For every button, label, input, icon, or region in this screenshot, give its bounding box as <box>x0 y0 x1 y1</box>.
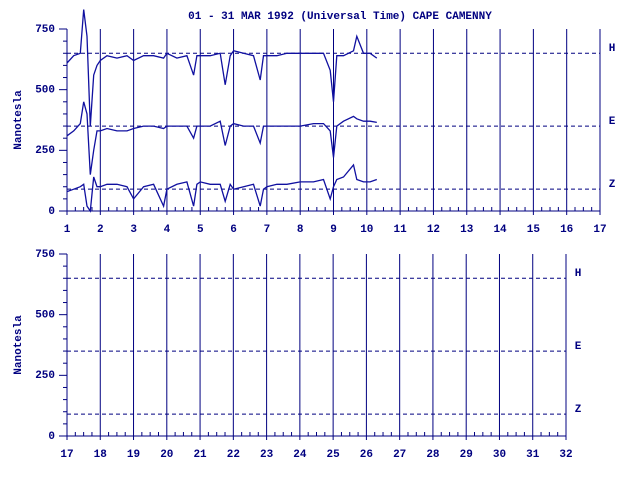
y-tick-label: 500 <box>35 310 55 322</box>
x-tick-label: 32 <box>559 449 572 461</box>
y-tick-label: 750 <box>35 24 55 36</box>
reference-label: E <box>609 116 616 128</box>
reference-label: Z <box>575 404 582 416</box>
x-tick-label: 17 <box>60 449 73 461</box>
chart-title: 01 - 31 MAR 1992 (Universal Time) CAPE C… <box>188 11 492 23</box>
x-tick-label: 14 <box>493 224 507 236</box>
x-tick-label: 31 <box>526 449 540 461</box>
x-tick-label: 9 <box>330 224 337 236</box>
x-tick-label: 2 <box>97 224 104 236</box>
x-tick-label: 25 <box>327 449 341 461</box>
reference-label: H <box>609 43 616 55</box>
y-tick-label: 250 <box>35 370 55 382</box>
reference-label: E <box>575 341 582 353</box>
x-tick-label: 15 <box>527 224 541 236</box>
x-tick-label: 19 <box>127 449 140 461</box>
y-tick-label: 250 <box>35 145 55 157</box>
x-tick-label: 18 <box>94 449 108 461</box>
x-tick-label: 24 <box>293 449 307 461</box>
x-tick-label: 26 <box>360 449 373 461</box>
x-tick-label: 12 <box>427 224 440 236</box>
trace <box>66 9 378 127</box>
reference-label: H <box>575 268 582 280</box>
y-tick-label: 750 <box>35 249 55 261</box>
y-tick-label: 0 <box>48 431 55 443</box>
x-tick-label: 1 <box>64 224 71 236</box>
x-tick-label: 16 <box>560 224 573 236</box>
x-tick-label: 7 <box>264 224 271 236</box>
x-tick-label: 22 <box>227 449 240 461</box>
x-tick-label: 30 <box>493 449 506 461</box>
x-tick-label: 8 <box>297 224 304 236</box>
x-tick-label: 6 <box>230 224 237 236</box>
x-tick-label: 11 <box>394 224 408 236</box>
reference-label: Z <box>609 179 616 191</box>
x-tick-label: 29 <box>460 449 473 461</box>
x-tick-label: 17 <box>593 224 606 236</box>
x-tick-label: 28 <box>426 449 440 461</box>
x-tick-label: 5 <box>197 224 204 236</box>
x-tick-label: 13 <box>460 224 474 236</box>
x-tick-label: 23 <box>260 449 274 461</box>
trace <box>66 163 378 213</box>
x-tick-label: 4 <box>164 224 171 236</box>
x-tick-label: 3 <box>130 224 137 236</box>
trace <box>66 101 377 175</box>
y-tick-label: 0 <box>48 206 55 218</box>
x-tick-label: 20 <box>160 449 173 461</box>
x-tick-label: 21 <box>193 449 207 461</box>
x-tick-label: 10 <box>360 224 373 236</box>
y-axis-label: Nanotesla <box>13 315 25 375</box>
x-tick-label: 27 <box>393 449 406 461</box>
y-tick-label: 500 <box>35 85 55 97</box>
y-axis-label: Nanotesla <box>13 90 25 150</box>
